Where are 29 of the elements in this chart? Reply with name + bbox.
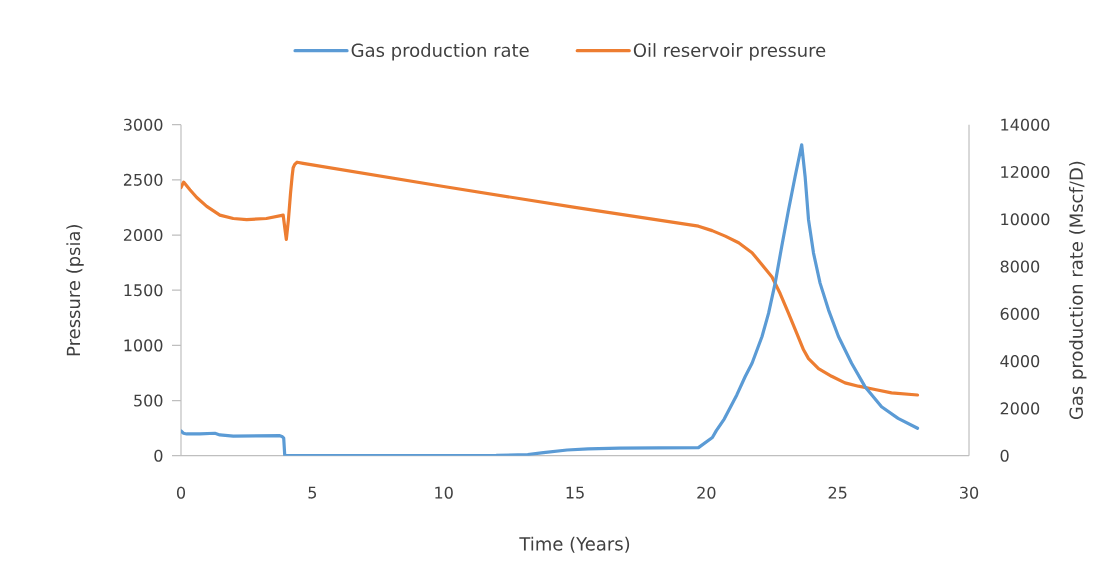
x-tick-label: 0 — [176, 486, 186, 499]
y2-axis-title: Gas production rate (Mscf/D) — [1069, 161, 1087, 420]
y2-tick-label: 4000 — [1000, 355, 1040, 368]
y-tick-label: 0 — [154, 449, 163, 462]
y2-tick-label: 6000 — [1000, 307, 1040, 320]
y2-tick-label: 10000 — [1001, 213, 1050, 226]
y2-tick-label: 12000 — [1001, 165, 1050, 179]
x-tick-label: 10 — [435, 486, 453, 499]
y-tick-label: 1500 — [124, 284, 163, 297]
y2-tick-label: 14000 — [1001, 118, 1050, 131]
y-tick-label: 2500 — [123, 173, 163, 186]
y-axis-title: Pressure (psia) — [66, 225, 84, 356]
x-tick-label: 30 — [960, 486, 979, 499]
y2-tick-label: 2000 — [1000, 402, 1040, 415]
y2-tick-label: 8000 — [1000, 260, 1040, 273]
y-tick-label: 3000 — [123, 118, 163, 131]
y-tick-label: 1000 — [124, 339, 163, 352]
legend-label: Oil reservoir pressure — [633, 43, 826, 61]
line-series — [181, 160, 920, 397]
x-tick-label: 20 — [697, 486, 716, 499]
line-series — [181, 143, 920, 456]
y-tick-label: 500 — [134, 394, 163, 407]
x-axis-title: Time (Years) — [519, 536, 630, 553]
y2-tick-label: 0 — [1000, 449, 1009, 462]
legend-label: Gas production rate — [351, 43, 529, 61]
x-tick-label: 25 — [828, 486, 847, 499]
x-tick-label: 15 — [566, 486, 584, 499]
x-tick-label: 5 — [308, 486, 317, 499]
y-tick-label: 2000 — [123, 228, 163, 242]
